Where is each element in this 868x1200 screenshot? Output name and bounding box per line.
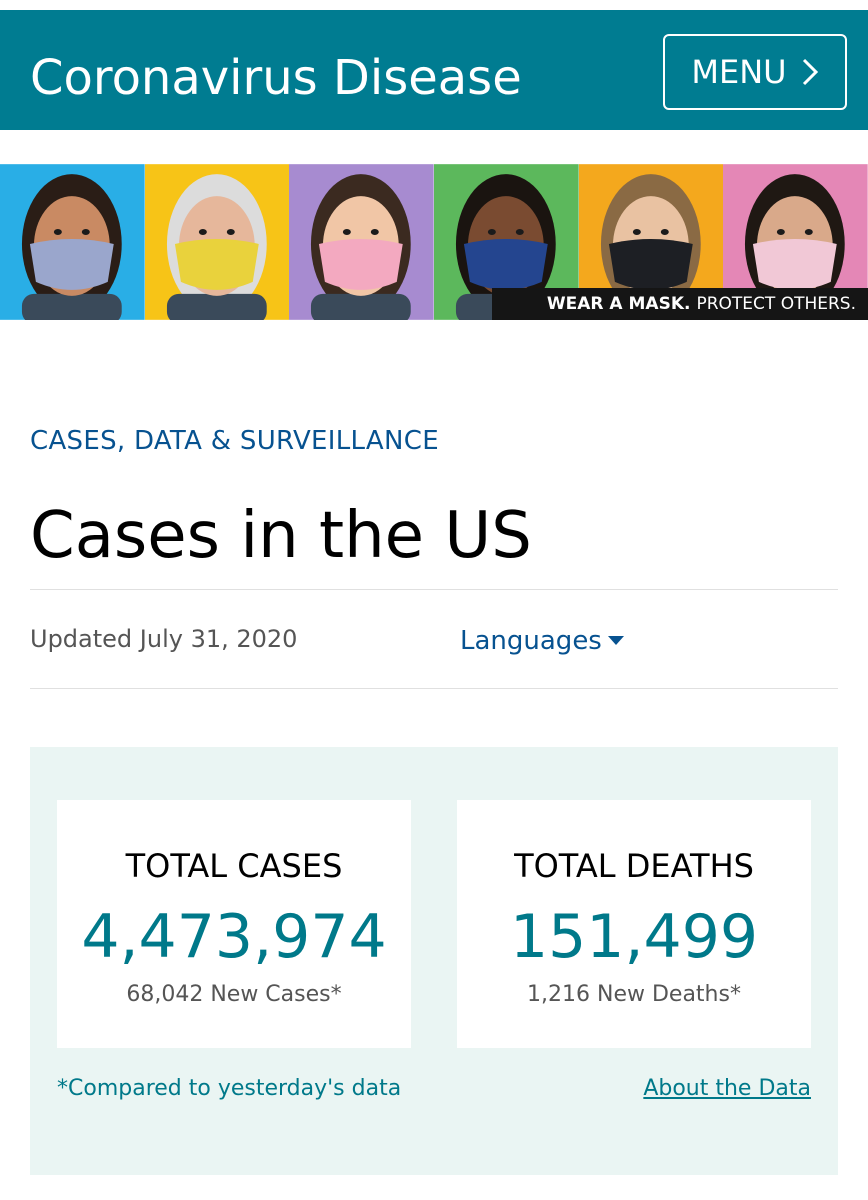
divider	[30, 589, 838, 590]
footnote: *Compared to yesterday's data	[57, 1076, 402, 1101]
banner-panel	[0, 164, 145, 320]
eye-shape	[487, 229, 496, 236]
eye-shape	[343, 229, 352, 236]
banner-panel	[289, 164, 435, 320]
shoulders-shape	[21, 293, 122, 320]
eye-shape	[805, 229, 814, 236]
total-cases-card: TOTAL CASES 4,473,974 68,042 New Cases*	[57, 800, 411, 1048]
face-mask-shape	[29, 239, 114, 290]
masked-face-illustration	[289, 164, 435, 320]
eye-shape	[515, 229, 524, 236]
eye-shape	[371, 229, 380, 236]
eye-shape	[198, 229, 207, 236]
mask-banner: WEAR A MASK. PROTECT OTHERS.	[0, 164, 868, 320]
languages-dropdown[interactable]: Languages	[460, 624, 624, 658]
masked-face-illustration	[0, 164, 145, 320]
page-title: Cases in the US	[30, 499, 532, 573]
total-cases-value: 4,473,974	[81, 902, 387, 972]
site-title[interactable]: Coronavirus Disease	[30, 50, 522, 106]
total-deaths-card: TOTAL DEATHS 151,499 1,216 New Deaths*	[457, 800, 811, 1048]
shoulders-shape	[166, 293, 267, 320]
banner-panel	[144, 164, 290, 320]
site-header: Coronavirus Disease MENU	[0, 10, 868, 130]
case-stats-panel: TOTAL CASES 4,473,974 68,042 New Cases* …	[30, 747, 838, 1175]
menu-label: MENU	[691, 53, 787, 91]
face-mask-shape	[463, 239, 548, 290]
breadcrumb[interactable]: CASES, DATA & SURVEILLANCE	[30, 426, 439, 456]
banner-caption-rest: PROTECT OTHERS.	[696, 294, 856, 314]
eye-shape	[632, 229, 641, 236]
face-mask-shape	[608, 239, 693, 290]
languages-label: Languages	[460, 626, 602, 656]
banner-caption: WEAR A MASK. PROTECT OTHERS.	[492, 288, 868, 320]
eye-shape	[777, 229, 786, 236]
eye-shape	[53, 229, 62, 236]
chevron-right-icon	[802, 58, 818, 86]
face-mask-shape	[174, 239, 259, 290]
caret-down-icon	[607, 636, 624, 645]
face-mask-shape	[753, 239, 838, 290]
eye-shape	[226, 229, 235, 236]
face-mask-shape	[319, 239, 404, 290]
shoulders-shape	[311, 293, 412, 320]
new-cases: 68,042 New Cases*	[126, 982, 342, 1007]
total-deaths-label: TOTAL DEATHS	[514, 847, 754, 885]
total-deaths-value: 151,499	[509, 902, 759, 972]
masked-face-illustration	[144, 164, 290, 320]
new-deaths: 1,216 New Deaths*	[527, 982, 741, 1007]
eye-shape	[660, 229, 669, 236]
about-the-data-link[interactable]: About the Data	[643, 1076, 811, 1101]
divider	[30, 688, 838, 689]
updated-date: Updated July 31, 2020	[30, 625, 298, 653]
banner-caption-bold: WEAR A MASK.	[546, 294, 691, 314]
total-cases-label: TOTAL CASES	[125, 847, 343, 885]
eye-shape	[81, 229, 90, 236]
menu-button[interactable]: MENU	[663, 34, 847, 110]
